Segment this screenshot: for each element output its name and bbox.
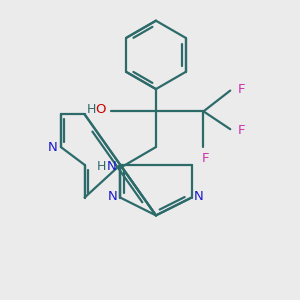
- Text: H: H: [87, 103, 97, 116]
- Text: N: N: [194, 190, 204, 202]
- Text: N: N: [108, 190, 118, 202]
- Text: F: F: [238, 124, 245, 137]
- Text: O: O: [95, 103, 106, 116]
- Text: N: N: [106, 160, 116, 173]
- Text: F: F: [202, 152, 210, 165]
- Text: F: F: [238, 82, 245, 96]
- Text: N: N: [48, 140, 57, 154]
- Text: H: H: [97, 160, 106, 173]
